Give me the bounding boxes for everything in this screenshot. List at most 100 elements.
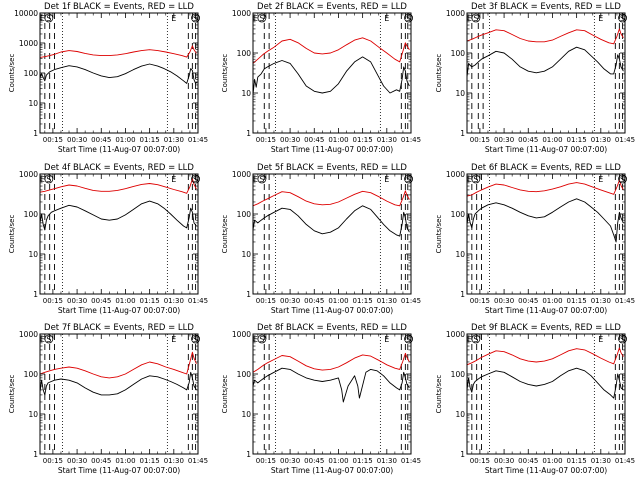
y-tick-label: 10 bbox=[241, 250, 251, 259]
saa-marker-circle bbox=[471, 13, 481, 23]
eclipse-marker-label: E bbox=[253, 14, 258, 23]
eclipse-marker-label: E bbox=[467, 175, 472, 184]
x-tick-label: 01:00 bbox=[115, 136, 135, 144]
y-tick-label: 10 bbox=[28, 250, 38, 259]
saa-marker-label: S bbox=[193, 175, 198, 184]
x-tick-label: 01:30 bbox=[591, 136, 611, 144]
x-tick-label: 01:00 bbox=[328, 297, 348, 305]
x-tick-label: 01:00 bbox=[115, 297, 135, 305]
x-axis-label: Start Time (11-Aug-07 00:07:00) bbox=[58, 466, 180, 475]
events-series-line bbox=[466, 198, 624, 243]
y-tick-label: 100 bbox=[451, 370, 466, 379]
saa-marker-label: S bbox=[620, 335, 625, 344]
saa-marker-label: S bbox=[473, 14, 478, 23]
x-tick-label: 00:15 bbox=[470, 136, 490, 144]
x-tick-label: 00:30 bbox=[280, 457, 300, 465]
x-tick-label: 00:15 bbox=[43, 457, 63, 465]
saa-marker-label: S bbox=[193, 14, 198, 23]
eclipse-marker-label: E bbox=[598, 175, 603, 184]
events-series-line bbox=[39, 200, 197, 231]
x-tick-label: 01:15 bbox=[140, 136, 160, 144]
x-tick-label: 01:30 bbox=[164, 457, 184, 465]
y-tick-label: 1000 bbox=[19, 330, 38, 339]
x-tick-label: 00:15 bbox=[470, 297, 490, 305]
saa-marker-circle bbox=[44, 334, 54, 344]
saa-marker-label: S bbox=[406, 14, 411, 23]
eclipse-marker-label: E bbox=[384, 175, 389, 184]
detector-panel-1: Det 1f BLACK = Events, RED = LLD 1 10 100 10… bbox=[8, 2, 208, 154]
eclipse-marker-label: E bbox=[40, 335, 45, 344]
events-series-line bbox=[252, 56, 410, 95]
chart-title: Det 2f BLACK = Events, RED = LLD bbox=[257, 2, 407, 12]
y-tick-label: 1000 bbox=[232, 330, 251, 339]
saa-marker-circle bbox=[44, 13, 54, 23]
y-tick-label: 1000 bbox=[446, 9, 465, 18]
y-tick-label: 1000 bbox=[232, 9, 251, 18]
saa-marker-circle bbox=[191, 174, 200, 184]
y-axis-label: Counts/sec bbox=[435, 215, 443, 254]
detector-panel-7: Det 7f BLACK = Events, RED = LLD 1 10 100 10… bbox=[8, 323, 208, 475]
x-tick-label: 01:00 bbox=[328, 457, 348, 465]
x-tick-label: 00:15 bbox=[43, 136, 63, 144]
y-tick-label: 100 bbox=[24, 69, 39, 78]
detector-panel-9: Det 9f BLACK = Events, RED = LLD 1 10 100 10… bbox=[435, 323, 635, 475]
y-tick-label: 10 bbox=[28, 99, 38, 108]
x-tick-label: 00:45 bbox=[91, 457, 111, 465]
x-tick-label: 01:15 bbox=[567, 297, 587, 305]
x-axis-label: Start Time (11-Aug-07 00:07:00) bbox=[271, 466, 393, 475]
eclipse-marker-label: E bbox=[40, 14, 45, 23]
x-tick-label: 01:00 bbox=[542, 136, 562, 144]
y-tick-label: 100 bbox=[237, 210, 252, 219]
eclipse-marker-label: E bbox=[467, 335, 472, 344]
saa-marker-circle bbox=[471, 334, 481, 344]
y-tick-label: 1000 bbox=[19, 170, 38, 179]
x-tick-label: 01:30 bbox=[164, 297, 184, 305]
y-tick-label: 1000 bbox=[446, 330, 465, 339]
eclipse-marker-label: E bbox=[467, 14, 472, 23]
x-tick-label: 01:00 bbox=[542, 297, 562, 305]
detector-panel-2: Det 2f BLACK = Events, RED = LLD 1 10 100 10… bbox=[221, 2, 421, 154]
y-tick-label: 100 bbox=[451, 210, 466, 219]
x-tick-label: 01:00 bbox=[328, 136, 348, 144]
eclipse-marker-label: E bbox=[171, 175, 176, 184]
x-tick-label: 01:30 bbox=[164, 136, 184, 144]
x-tick-label: 01:15 bbox=[140, 457, 160, 465]
x-tick-label: 01:30 bbox=[591, 457, 611, 465]
y-tick-label: 10 bbox=[455, 410, 465, 419]
x-tick-label: 00:45 bbox=[304, 297, 324, 305]
saa-marker-label: S bbox=[259, 175, 264, 184]
plot-frame bbox=[466, 173, 626, 295]
eclipse-marker-label: E bbox=[171, 14, 176, 23]
x-tick-label: 00:30 bbox=[280, 136, 300, 144]
plot-frame bbox=[252, 173, 412, 295]
lld-series-line bbox=[252, 37, 410, 64]
y-tick-label: 100 bbox=[24, 210, 39, 219]
y-tick-label: 100 bbox=[24, 370, 39, 379]
y-tick-label: 10 bbox=[241, 410, 251, 419]
eclipse-marker-label: E bbox=[253, 335, 258, 344]
y-tick-label: 10 bbox=[241, 89, 251, 98]
saa-marker-circle bbox=[471, 174, 481, 184]
events-series-line bbox=[39, 371, 197, 396]
events-series-line bbox=[39, 63, 198, 84]
chart-title: Det 4f BLACK = Events, RED = LLD bbox=[44, 163, 194, 173]
saa-marker-label: S bbox=[46, 14, 51, 23]
x-tick-label: 00:45 bbox=[91, 297, 111, 305]
x-tick-label: 01:00 bbox=[115, 457, 135, 465]
lld-series-line bbox=[466, 347, 624, 366]
x-tick-label: 01:30 bbox=[377, 297, 397, 305]
saa-marker-circle bbox=[191, 334, 200, 344]
events-series-line bbox=[466, 367, 624, 399]
plot-frame bbox=[39, 12, 199, 134]
x-tick-label: 00:15 bbox=[256, 136, 276, 144]
x-tick-label: 01:45 bbox=[188, 457, 208, 465]
events-series-line bbox=[466, 46, 624, 78]
detector-panel-6: Det 6f BLACK = Events, RED = LLD 1 10 100 10… bbox=[435, 163, 635, 315]
plot-frame bbox=[466, 12, 626, 134]
x-tick-label: 01:45 bbox=[188, 297, 208, 305]
x-axis-label: Start Time (11-Aug-07 00:07:00) bbox=[485, 145, 607, 154]
lld-series-line bbox=[39, 351, 197, 379]
x-axis-label: Start Time (11-Aug-07 00:07:00) bbox=[271, 145, 393, 154]
saa-marker-label: S bbox=[620, 14, 625, 23]
lld-series-line bbox=[252, 352, 410, 373]
